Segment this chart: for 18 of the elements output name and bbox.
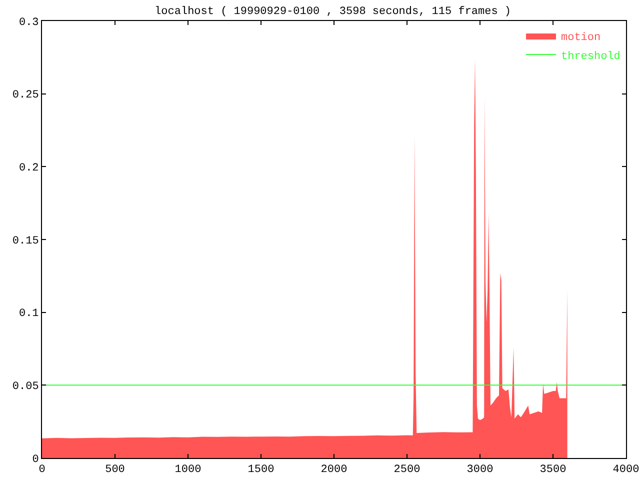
y-tick-label: 0.3 — [18, 16, 39, 29]
legend-label: threshold — [561, 50, 620, 63]
x-tick-label: 3500 — [540, 464, 566, 476]
y-tick-label: 0.2 — [18, 162, 39, 175]
x-tick-label: 500 — [105, 464, 125, 476]
x-tick-label: 1000 — [174, 464, 202, 476]
x-tick-label: 2500 — [394, 464, 420, 476]
y-tick-label: 0.05 — [12, 381, 39, 394]
y-tick-label: 0 — [32, 454, 39, 466]
y-tick-label: 0.15 — [12, 235, 39, 248]
x-tick-label: 3000 — [466, 464, 494, 476]
y-tick-label: 0.25 — [12, 90, 39, 102]
y-tick-label: 0.1 — [18, 308, 40, 320]
x-tick-label: 4000 — [612, 464, 640, 476]
x-tick-label: 1500 — [248, 464, 274, 476]
legend-label: motion — [561, 32, 601, 44]
chart-title: localhost ( 19990929-0100 , 3598 seconds, 115 frames ) — [154, 6, 512, 18]
x-tick-label: 2000 — [320, 464, 348, 476]
